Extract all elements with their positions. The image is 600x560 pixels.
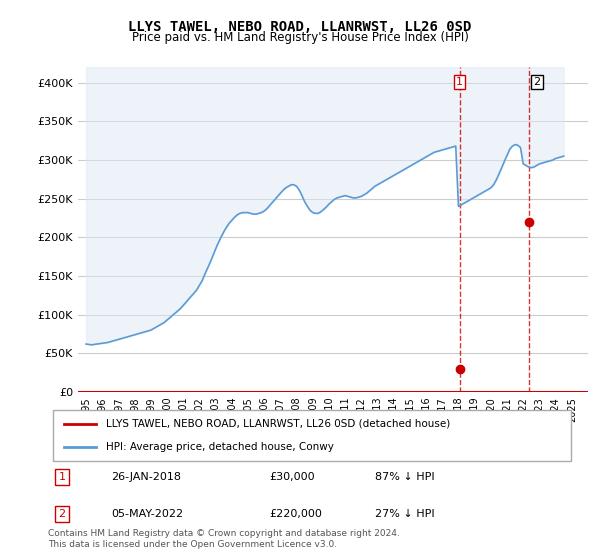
Text: LLYS TAWEL, NEBO ROAD, LLANRWST, LL26 0SD: LLYS TAWEL, NEBO ROAD, LLANRWST, LL26 0S… — [128, 20, 472, 34]
FancyBboxPatch shape — [53, 410, 571, 461]
Text: £220,000: £220,000 — [270, 509, 323, 519]
Text: £30,000: £30,000 — [270, 472, 316, 482]
Text: 1: 1 — [456, 77, 463, 87]
Text: 2: 2 — [59, 509, 65, 519]
Text: 27% ↓ HPI: 27% ↓ HPI — [376, 509, 435, 519]
Text: 2: 2 — [533, 77, 541, 87]
Text: Price paid vs. HM Land Registry's House Price Index (HPI): Price paid vs. HM Land Registry's House … — [131, 31, 469, 44]
Text: 26-JAN-2018: 26-JAN-2018 — [112, 472, 181, 482]
Text: LLYS TAWEL, NEBO ROAD, LLANRWST, LL26 0SD (detached house): LLYS TAWEL, NEBO ROAD, LLANRWST, LL26 0S… — [106, 419, 451, 429]
Text: 05-MAY-2022: 05-MAY-2022 — [112, 509, 184, 519]
Text: Contains HM Land Registry data © Crown copyright and database right 2024.
This d: Contains HM Land Registry data © Crown c… — [48, 529, 400, 549]
Text: HPI: Average price, detached house, Conwy: HPI: Average price, detached house, Conw… — [106, 442, 334, 452]
Text: 1: 1 — [59, 472, 65, 482]
Text: 87% ↓ HPI: 87% ↓ HPI — [376, 472, 435, 482]
